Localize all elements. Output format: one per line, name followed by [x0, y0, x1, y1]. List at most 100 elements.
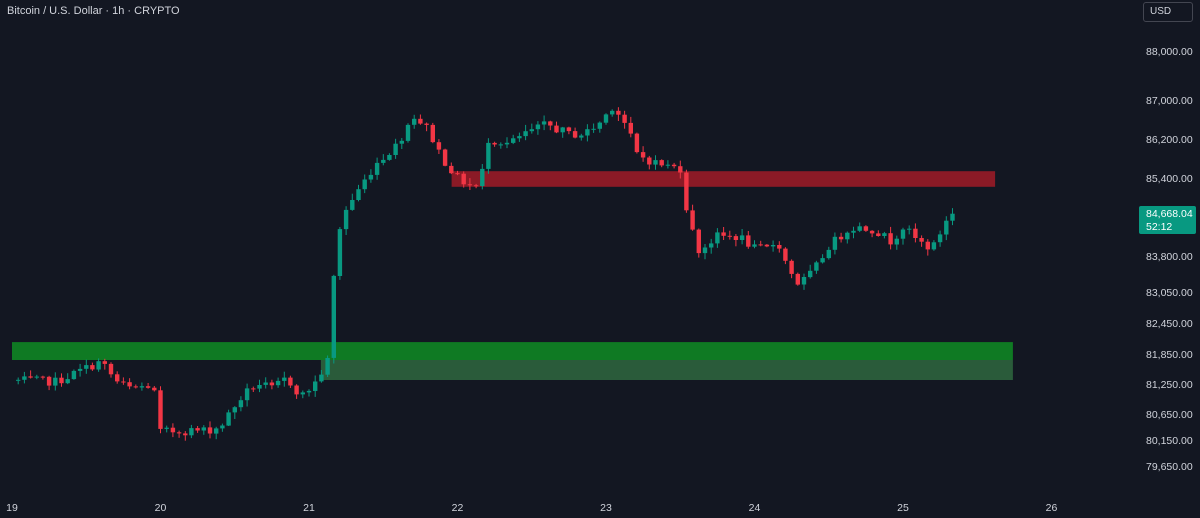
support-upper-zone [12, 342, 1013, 360]
candle-body [504, 142, 510, 145]
price-tick-label: 83,050.00 [1146, 287, 1193, 299]
candle-body [467, 184, 473, 186]
candle-body [77, 368, 83, 371]
candle-body [764, 244, 770, 247]
time-tick-label: 19 [6, 502, 18, 514]
price-axis[interactable]: 88,000.00 87,000.00 86,200.00 85,400.00 83,8… [1146, 46, 1193, 473]
candle-body [653, 160, 658, 165]
candles-layer [16, 107, 955, 441]
candle-body [814, 262, 819, 271]
candle-body [616, 110, 621, 115]
price-tick-label: 85,400.00 [1146, 173, 1193, 185]
candle-body [189, 428, 194, 436]
candle-body [201, 427, 206, 431]
price-tick-label: 80,650.00 [1146, 409, 1193, 421]
candle-body [152, 387, 157, 391]
candle-body [696, 229, 701, 254]
candle-body [28, 376, 33, 378]
candle-body [925, 241, 930, 250]
candle-body [108, 363, 114, 375]
candle-body [46, 376, 52, 386]
candle-body [876, 233, 881, 236]
candle-body [480, 168, 485, 186]
candle-body [535, 124, 541, 130]
time-tick-label: 26 [1046, 502, 1058, 514]
candle-body [257, 385, 262, 389]
candle-body [783, 248, 788, 261]
candle-body [517, 136, 522, 139]
candle-body [461, 173, 466, 185]
candle-body [139, 386, 145, 388]
candle-body [350, 200, 355, 210]
candle-body [59, 377, 64, 384]
candle-body [523, 131, 528, 137]
price-tick-label: 82,450.00 [1146, 318, 1193, 330]
time-tick-label: 24 [749, 502, 761, 514]
candle-body [647, 157, 652, 165]
candle-body [869, 230, 875, 234]
candle-body [374, 162, 380, 175]
candle-body [244, 388, 250, 401]
candle-body [251, 388, 256, 390]
candle-body [331, 275, 336, 358]
candle-body [53, 377, 58, 386]
candle-body [863, 226, 869, 231]
candle-body [238, 400, 244, 408]
candle-body [133, 386, 138, 388]
candle-body [319, 374, 324, 382]
candle-body [894, 238, 899, 245]
candle-body [449, 165, 454, 174]
candle-body [572, 131, 578, 138]
candle-body [591, 128, 596, 130]
candle-body [585, 129, 590, 136]
candle-body [442, 149, 448, 166]
candle-body [851, 230, 856, 233]
candle-body [183, 433, 188, 436]
candle-body [121, 381, 126, 383]
candle-body [362, 179, 367, 190]
candle-body [603, 114, 609, 123]
candle-body [145, 386, 151, 388]
currency-button[interactable]: USD [1143, 2, 1193, 22]
candle-body [71, 370, 77, 380]
candle-body [492, 142, 497, 145]
candle-body [888, 233, 893, 245]
candle-body [907, 228, 912, 230]
price-tick-label: 86,200.00 [1146, 134, 1193, 146]
candle-body [393, 143, 398, 155]
zones-layer [12, 171, 1013, 380]
candle-body [343, 209, 349, 230]
candle-body [857, 226, 862, 231]
last-price-label: 84,668.04 [1146, 208, 1193, 220]
candle-body [826, 249, 831, 259]
last-price-tag-background [1139, 206, 1196, 234]
candle-body [739, 235, 745, 240]
candle-body [207, 427, 213, 434]
time-tick-label: 25 [897, 502, 909, 514]
candle-body [387, 155, 392, 160]
time-axis[interactable]: 19 20 21 22 23 24 25 26 [6, 502, 1057, 514]
candle-body [418, 118, 423, 124]
candle-body [640, 152, 646, 158]
candle-body [325, 358, 330, 375]
candle-body [628, 122, 633, 134]
candle-body [541, 121, 547, 125]
candle-body [313, 381, 318, 391]
candle-body [220, 425, 225, 429]
candle-body [801, 277, 807, 285]
time-tick-label: 21 [303, 502, 315, 514]
candle-body [770, 245, 776, 247]
candle-body [944, 220, 949, 235]
candle-body [820, 258, 825, 263]
candle-body [634, 133, 640, 153]
candle-body [715, 232, 720, 244]
candle-body [294, 385, 299, 395]
candle-body [214, 428, 219, 434]
candle-body [721, 232, 726, 236]
candle-body [950, 213, 955, 221]
candle-body [684, 172, 689, 211]
candle-body [832, 236, 838, 250]
chart-title: Bitcoin / U.S. Dollar · 1h · CRYPTO [7, 5, 180, 17]
candle-body [579, 135, 584, 138]
